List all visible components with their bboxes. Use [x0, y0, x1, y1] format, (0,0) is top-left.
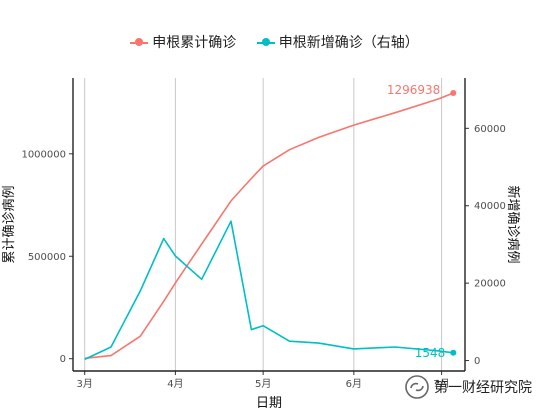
y2-tick-label: 0 [474, 356, 480, 367]
cumulative-end-point [450, 89, 457, 96]
legend-label-daily: 申根新增确诊（右轴） [278, 35, 419, 51]
legend-key-cumulative [130, 35, 149, 49]
wechat-logo-icon [405, 375, 429, 399]
cumulative-line [84, 92, 454, 360]
axes [69, 78, 469, 375]
daily-line [84, 220, 454, 361]
cumulative-end-label: 1296938 [387, 83, 440, 97]
legend-key-daily [256, 35, 275, 49]
daily-end-label: 1548 [415, 346, 446, 360]
x-tick-label: 4月 [167, 378, 183, 390]
y-tick-label: 0 [60, 354, 66, 365]
x-tick-label: 3月 [77, 378, 93, 390]
x-tick-label: 5月 [255, 378, 271, 390]
gridlines [84, 78, 443, 371]
chart-legend: 申根累计确诊 申根新增确诊（右轴） [0, 32, 549, 52]
legend-label-cumulative: 申根累计确诊 [152, 35, 237, 51]
x-tick-label: 6月 [346, 378, 362, 390]
x-axis-title: 日期 [256, 396, 282, 411]
daily-end-point [450, 349, 457, 356]
watermark: 第一财经研究院 [404, 374, 532, 400]
y-tick-label: 500000 [28, 252, 66, 263]
y2-tick-label: 40000 [474, 201, 506, 212]
axis-labels: 3月 4月 5月 6月 7月 0 500000 1000000 0 20000 40000 60000… [2, 83, 521, 411]
legend-item-daily: 申根新增确诊（右轴） [256, 32, 419, 52]
x-tick-label: 7月 [433, 378, 449, 390]
series-lines [84, 89, 457, 361]
watermark-text: 第一财经研究院 [434, 380, 532, 396]
legend-item-cumulative: 申根累计确诊 [130, 32, 236, 52]
y2-tick-label: 60000 [474, 124, 506, 135]
y-axis-title: 累计确诊病例 [2, 185, 17, 263]
y2-axis-title: 新增确诊病例 [505, 185, 521, 263]
y2-tick-label: 20000 [474, 279, 506, 290]
y-tick-label: 1000000 [21, 149, 66, 160]
